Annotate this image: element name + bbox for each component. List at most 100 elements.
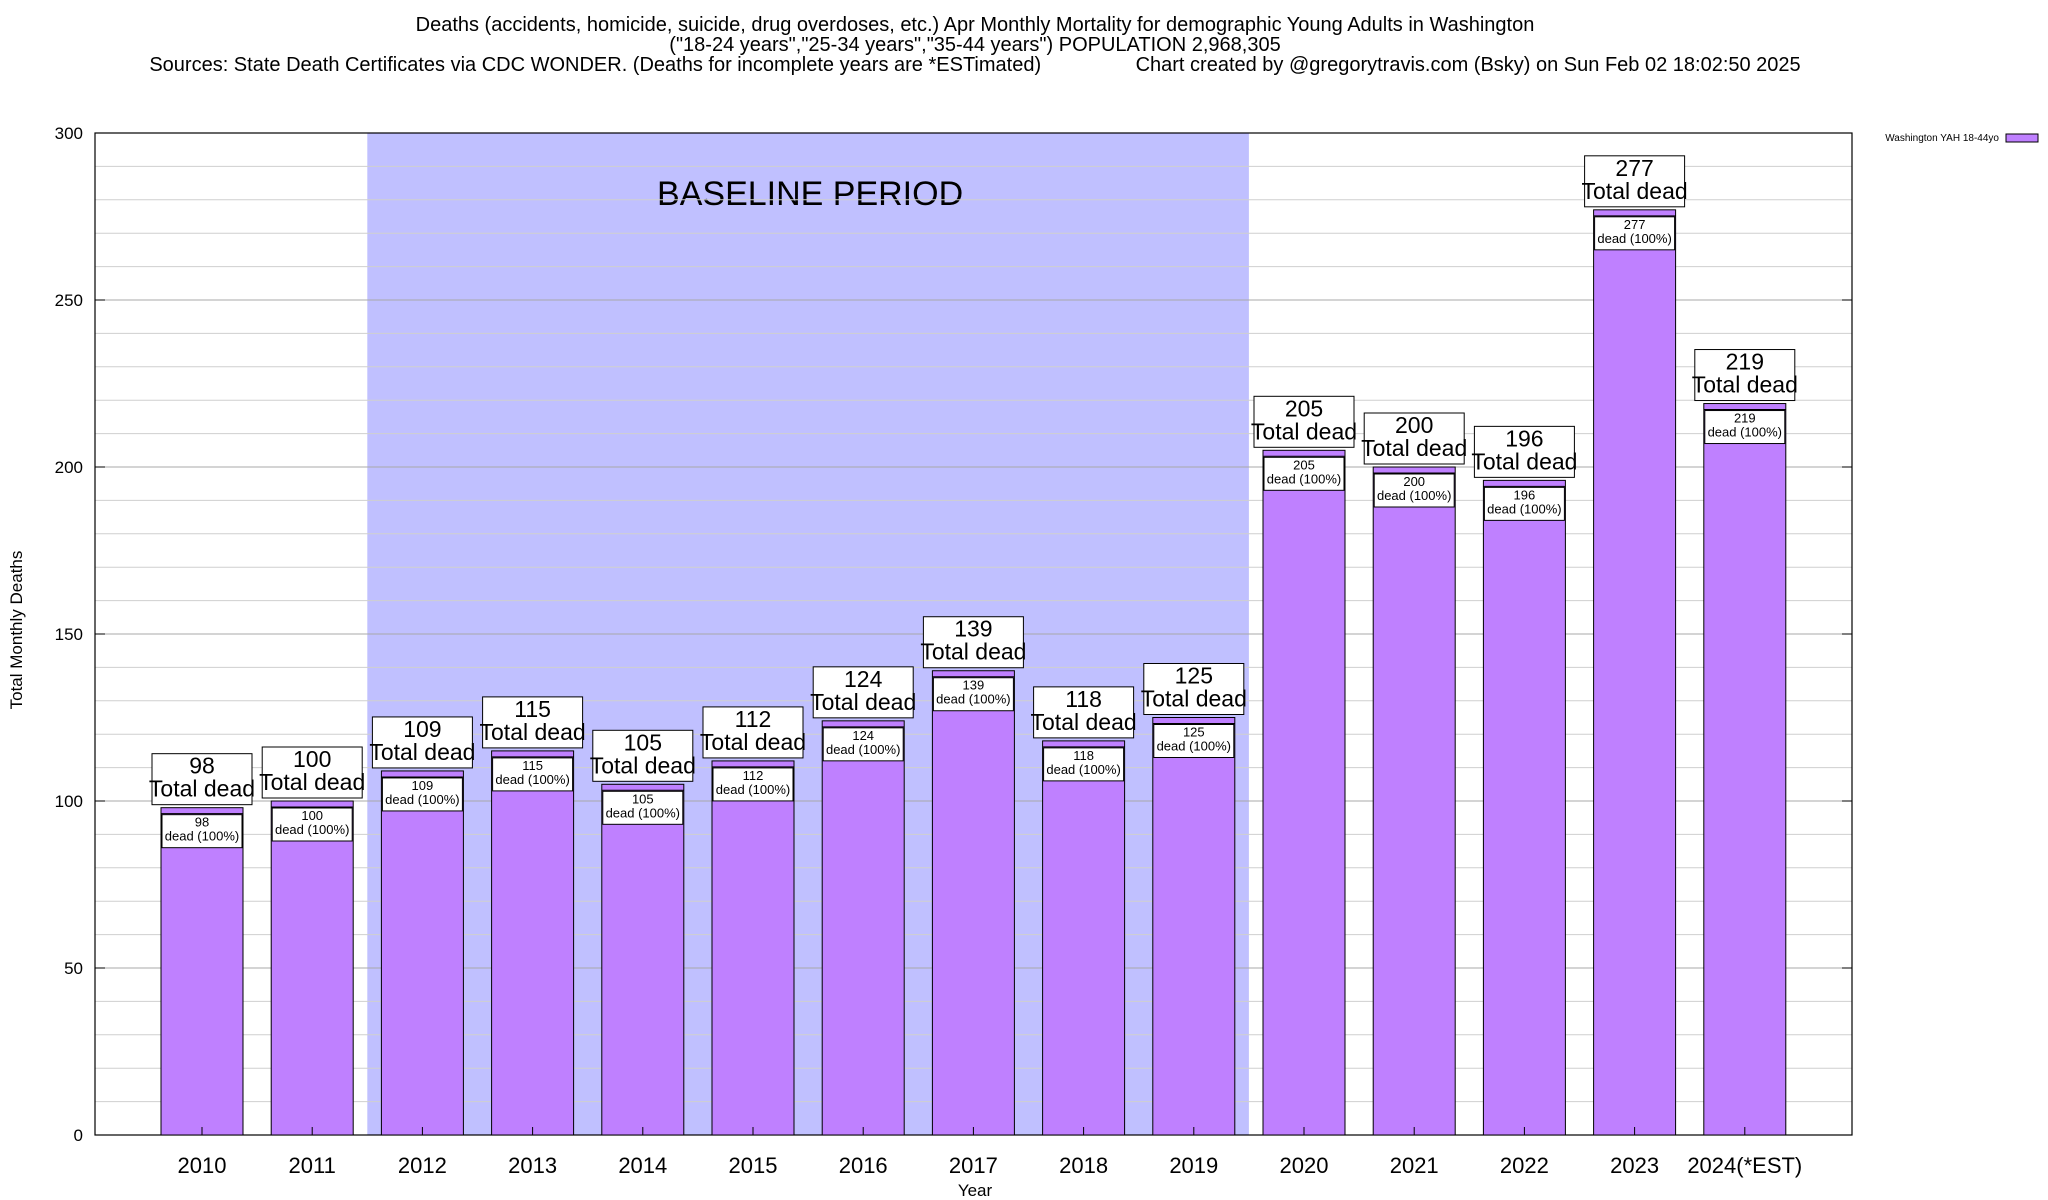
x-tick-label: 2021 bbox=[1390, 1153, 1439, 1178]
total-label-line: Total dead bbox=[1361, 435, 1467, 461]
segment-label-line: dead (100%) bbox=[1267, 471, 1341, 486]
total-label-box bbox=[922, 616, 1024, 669]
y-tick-label: 50 bbox=[64, 959, 83, 978]
segment-label-line: dead (100%) bbox=[1708, 425, 1782, 440]
total-label-line: 98 bbox=[189, 753, 215, 779]
bar bbox=[711, 760, 795, 1136]
bar bbox=[270, 800, 354, 1136]
total-label-line: 139 bbox=[954, 616, 992, 642]
total-label-line: 277 bbox=[1615, 155, 1653, 181]
segment-label-line: 124 bbox=[852, 728, 874, 743]
x-tick-label: 2014 bbox=[618, 1153, 667, 1178]
bar bbox=[601, 783, 685, 1136]
segment-label-line: 219 bbox=[1734, 411, 1756, 426]
bar bbox=[1372, 466, 1456, 1136]
total-label-box bbox=[1363, 412, 1465, 465]
y-axis-ticks: 0 50 100 150 200 250 300 bbox=[55, 124, 1852, 1145]
segment-label-line: 277 bbox=[1624, 217, 1646, 232]
total-label-line: 200 bbox=[1395, 412, 1433, 438]
bar bbox=[821, 720, 905, 1136]
x-tick-label: 2011 bbox=[289, 1153, 336, 1178]
y-tick-label: 300 bbox=[55, 124, 83, 143]
segment-label-box bbox=[1373, 473, 1455, 508]
segment-label-line: 205 bbox=[1293, 457, 1315, 472]
x-tick-label: 2023 bbox=[1610, 1153, 1659, 1178]
total-label-line: 115 bbox=[514, 696, 551, 722]
segment-label-line: 109 bbox=[412, 778, 434, 793]
x-tick-label: 2016 bbox=[839, 1153, 888, 1178]
total-label-line: Total dead bbox=[1141, 686, 1247, 712]
total-label-line: 118 bbox=[1065, 686, 1102, 712]
baseline-band-label: BASELINE PERIOD bbox=[657, 175, 963, 213]
title-line-2: ("18-24 years","25-34 years","35-44 year… bbox=[669, 34, 1280, 56]
total-label-box bbox=[1253, 395, 1355, 448]
y-tick-label: 200 bbox=[55, 458, 83, 477]
total-label-line: 196 bbox=[1505, 425, 1543, 451]
total-label-line: Total dead bbox=[480, 719, 586, 745]
total-label-line: 112 bbox=[735, 706, 772, 732]
segment-label-box bbox=[932, 677, 1014, 712]
segment-label-line: 139 bbox=[963, 678, 985, 693]
segment-label-box bbox=[1594, 216, 1676, 251]
segment-label-box bbox=[1153, 724, 1235, 758]
segment-label-line: 112 bbox=[743, 768, 764, 783]
segment-label-line: dead (100%) bbox=[1487, 501, 1561, 516]
bar bbox=[491, 750, 575, 1136]
bars-layer bbox=[160, 209, 1787, 1136]
segment-label-line: dead (100%) bbox=[165, 829, 239, 844]
total-label-box bbox=[1473, 425, 1575, 478]
y-tick-label: 100 bbox=[55, 792, 83, 811]
x-tick-label: 2024(*EST) bbox=[1687, 1153, 1802, 1178]
segment-label-line: 98 bbox=[195, 815, 209, 830]
total-label-line: Total dead bbox=[259, 769, 365, 795]
x-tick-label: 2015 bbox=[729, 1153, 778, 1178]
segment-label-line: dead (100%) bbox=[826, 742, 900, 757]
segment-label-box bbox=[492, 757, 574, 792]
segment-label-box bbox=[602, 790, 684, 825]
x-axis-label: Year bbox=[958, 1181, 993, 1200]
x-tick-label: 2022 bbox=[1500, 1153, 1549, 1178]
x-tick-label: 2018 bbox=[1059, 1153, 1108, 1178]
total-label-line: Total dead bbox=[1251, 418, 1357, 444]
bar bbox=[1262, 449, 1346, 1136]
segment-label-box bbox=[1483, 486, 1565, 521]
legend-swatch bbox=[2005, 133, 2039, 143]
total-label-box bbox=[482, 696, 584, 749]
total-label-line: Total dead bbox=[810, 689, 916, 715]
x-tick-label: 2010 bbox=[178, 1153, 227, 1178]
segment-label-line: dead (100%) bbox=[1157, 739, 1231, 754]
total-label-line: 100 bbox=[293, 746, 331, 772]
segment-label-line: dead (100%) bbox=[385, 792, 459, 807]
total-label-line: Total dead bbox=[590, 752, 696, 778]
total-label-line: Total dead bbox=[1031, 709, 1137, 735]
segment-label-line: 100 bbox=[301, 808, 323, 823]
y-tick-label: 250 bbox=[55, 291, 83, 310]
bar bbox=[1482, 479, 1566, 1136]
total-label-box bbox=[371, 716, 473, 769]
bar bbox=[1593, 209, 1677, 1136]
x-axis-ticks: 2010 2011 2012 2013 2014 2015 2016 2017 2018 2019… bbox=[178, 1127, 1802, 1178]
x-tick-label: 2020 bbox=[1280, 1153, 1329, 1178]
segment-label-line: dead (100%) bbox=[716, 782, 790, 797]
total-label-box bbox=[261, 746, 363, 799]
total-label-line: Total dead bbox=[369, 739, 475, 765]
x-tick-label: 2017 bbox=[949, 1153, 998, 1178]
